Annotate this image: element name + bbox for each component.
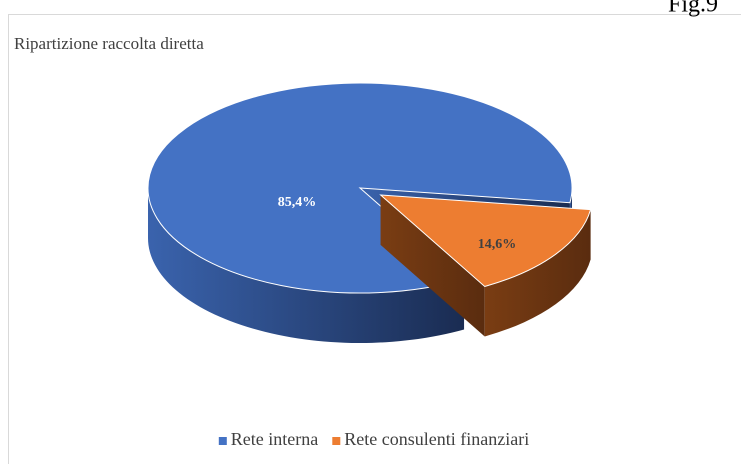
legend-item: Rete interna (218, 429, 318, 449)
figure-label: Fig.9 (668, 0, 718, 18)
slice-side (484, 209, 591, 337)
data-label: 85,4% (278, 195, 317, 210)
legend-label: Rete interna (231, 429, 318, 449)
fig-label-bg (650, 0, 741, 14)
legend: Rete interna Rete consulenti finanziari (218, 429, 529, 449)
chart-title: Ripartizione raccolta diretta (14, 34, 204, 53)
legend-swatch (218, 437, 227, 445)
legend-item: Rete consulenti finanziari (332, 429, 529, 449)
legend-swatch (332, 437, 341, 445)
slice (147, 82, 573, 294)
data-label: 14,6% (478, 237, 517, 252)
pie: 85,4% 14,6% (147, 82, 592, 344)
slice-face (380, 194, 485, 337)
slice (379, 194, 592, 288)
slice-side (148, 188, 465, 344)
legend-label: Rete consulenti finanziari (344, 429, 529, 449)
